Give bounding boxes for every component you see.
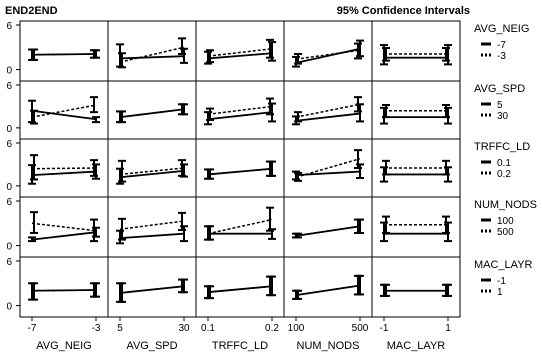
legend-label: 0.1 [497,158,511,169]
series-line-solid [31,53,97,56]
panel-frame [371,256,461,318]
x-tick-label: 0.1 [201,323,215,334]
x-tick-label: -3 [92,323,101,334]
x-axis-title: AVG_SPD [126,340,177,352]
y-tick-label: 6 [6,257,12,268]
series-line-solid [31,109,97,121]
legend-label: 0.2 [497,169,511,180]
x-axis-title: NUM_NODS [297,340,360,352]
series-line-dashed [207,105,273,116]
series-line-solid [31,289,97,292]
series-line-solid [295,284,361,297]
legend-title: AVG_NEIG [474,23,529,35]
series-line-dashed [207,48,273,57]
series-line-dashed [295,49,361,60]
series-line-solid [295,47,361,64]
y-tick-label: 6 [6,197,12,208]
legend-label: -3 [497,51,506,62]
chart-title-left: END2END [5,5,58,17]
y-tick-label: 0 [6,124,12,135]
x-tick-label: -7 [28,323,37,334]
series-line-solid [31,170,97,177]
legend-label: -7 [497,40,506,51]
series-line-solid [119,232,185,240]
legend-label: 100 [497,216,514,227]
y-tick-label: 6 [6,21,12,32]
series-line-solid [295,170,361,177]
series-line-dashed [119,46,185,63]
x-tick-label: -1 [380,323,389,334]
x-tick-label: 30 [178,323,190,334]
series-line-solid [295,112,361,122]
legend-title: AVG_SPD [474,83,525,95]
legend-label: 5 [497,100,503,111]
legend-title: NUM_NODS [474,199,537,211]
series-line-solid [31,231,97,241]
series-line-solid [207,285,273,294]
x-tick-label: 1 [445,323,451,334]
y-tick-label: 0 [6,66,12,77]
series-line-dashed [31,167,97,170]
y-tick-label: 6 [6,139,12,150]
legend-label: -1 [497,276,506,287]
series-line-solid [119,55,185,60]
series-line-solid [119,169,185,179]
series-line-solid [207,52,273,60]
legend-title: MAC_LAYR [474,259,533,271]
series-line-solid [207,167,273,176]
x-tick-label: 100 [288,323,305,334]
chart-title-right: 95% Confidence Intervals [336,5,470,17]
series-line-dashed [31,104,97,118]
series-line-solid [119,285,185,294]
legend-label: 1 [497,287,503,298]
x-axis-title: TRFFC_LD [212,340,268,352]
x-axis-title: MAC_LAYR [387,340,446,352]
series-line-dashed [119,167,185,176]
y-tick-label: 6 [6,81,12,92]
legend-title: TRFFC_LD [474,141,530,153]
series-line-solid [295,225,361,237]
y-tick-label: 0 [6,242,12,253]
series-line-solid [119,108,185,119]
legend-label: 500 [497,227,514,238]
x-tick-label: 0.2 [265,323,279,334]
series-line-solid [207,111,273,121]
y-tick-label: 0 [6,182,12,193]
x-tick-label: 5 [117,323,123,334]
series-line-dashed [31,222,97,232]
legend-label: 30 [497,111,509,122]
y-tick-label: 0 [6,302,12,313]
series-line-dashed [295,103,361,118]
series-line-dashed [207,218,273,235]
x-tick-label: 500 [352,323,369,334]
series-line-dashed [119,220,185,230]
x-axis-title: AVG_NEIG [36,340,91,352]
